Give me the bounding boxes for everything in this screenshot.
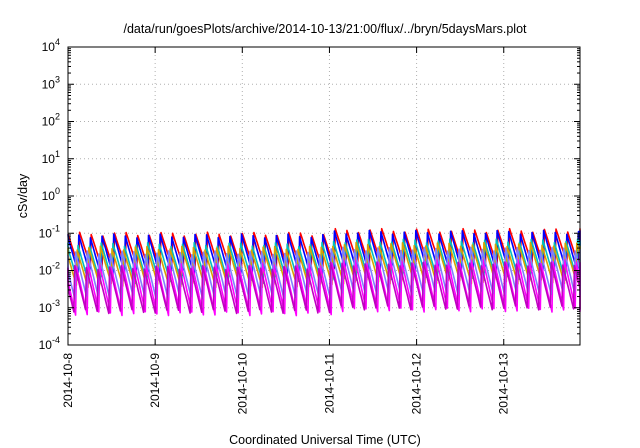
y-axis: 10-4 10-3 10-2 10-1 100 101 102 103 104: [39, 37, 580, 352]
chart-title: /data/run/goesPlots/archive/2014-10-13/2…: [123, 22, 527, 36]
y-tick-label: 10-3: [39, 298, 60, 315]
x-tick-label: 2014-10-12: [410, 353, 424, 415]
series-layer: [67, 227, 581, 317]
x-axis-label: Coordinated Universal Time (UTC): [229, 433, 421, 447]
series-line: [67, 261, 581, 315]
y-tick-label: 10-2: [39, 261, 60, 278]
x-tick-label: 2014-10-9: [148, 353, 162, 408]
y-tick-label: 100: [42, 186, 60, 203]
y-tick-label: 10-4: [39, 335, 60, 352]
y-tick-label: 101: [42, 149, 60, 166]
x-tick-label: 2014-10-11: [322, 353, 336, 414]
x-axis: 2014-10-8 2014-10-9 2014-10-10 2014-10-11 20…: [61, 47, 511, 414]
y-tick-label: 103: [42, 74, 60, 91]
y-axis-label: cSv/day: [16, 173, 30, 218]
x-tick-label: 2014-10-8: [61, 353, 75, 408]
y-tick-label: 102: [42, 112, 60, 129]
x-tick-label: 2014-10-10: [235, 353, 249, 415]
x-tick-label: 2014-10-13: [497, 353, 511, 415]
y-tick-label: 10-1: [39, 223, 60, 240]
series-line: [67, 258, 581, 317]
y-tick-label: 104: [42, 37, 60, 54]
